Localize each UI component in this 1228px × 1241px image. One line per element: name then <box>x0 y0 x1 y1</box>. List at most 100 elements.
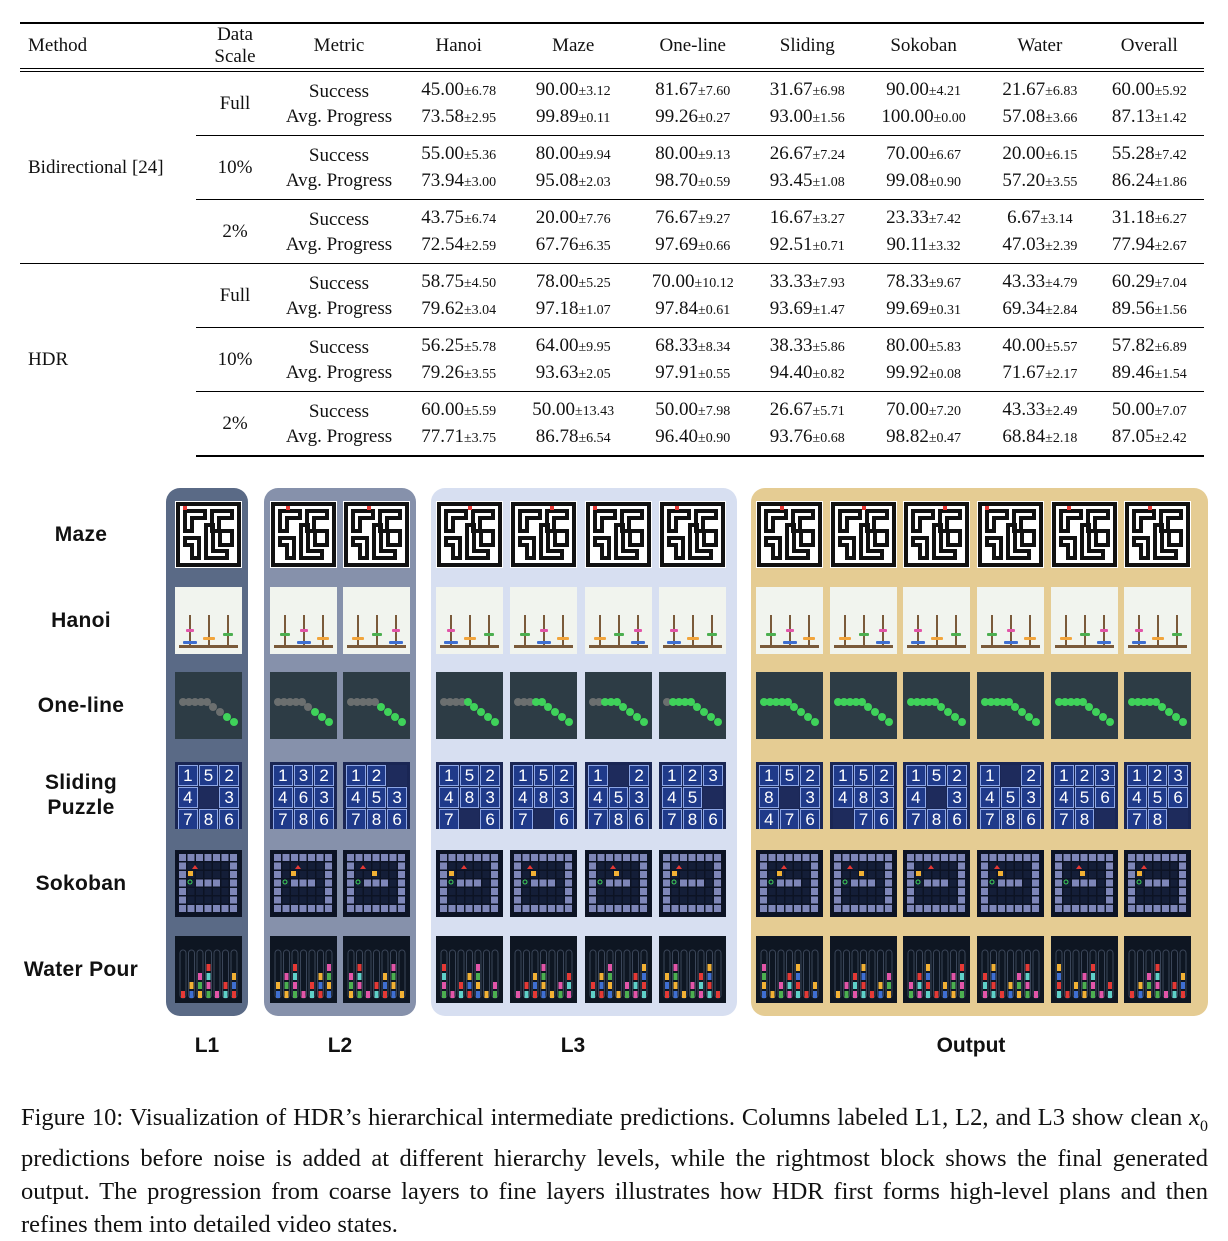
puzzle-tile: 3 <box>703 765 723 786</box>
success-value: 26.67±5.71 <box>753 397 862 424</box>
data-scale: 2% <box>196 200 274 264</box>
progress-value: 100.00±0.00 <box>862 104 985 131</box>
puzzle-tile: 8 <box>199 809 219 829</box>
success-value: 81.67±7.60 <box>633 77 753 104</box>
success-value: 80.00±9.94 <box>513 141 633 168</box>
puzzle-tile: 6 <box>219 809 239 829</box>
puzzle-tile <box>703 787 723 808</box>
puzzle-tile <box>1168 809 1188 829</box>
metric-progress: Avg. Progress <box>274 232 404 257</box>
progress-value: 57.20±3.55 <box>985 168 1094 195</box>
metric-success: Success <box>274 143 404 168</box>
progress-value: 90.11±3.32 <box>862 232 985 259</box>
oneline-frame <box>436 672 503 739</box>
method-name: Bidirectional [24] <box>20 70 196 264</box>
water-frame <box>903 936 970 1003</box>
metric-progress: Avg. Progress <box>274 296 404 321</box>
puzzle-tile: 6 <box>1168 787 1188 808</box>
puzzle-tile <box>927 787 947 808</box>
sokoban-frame <box>830 850 897 917</box>
puzzle-tile: 4 <box>1054 787 1074 808</box>
hanoi-frame <box>270 587 337 654</box>
sokoban-frame <box>510 850 577 917</box>
caption-math-sub: 0 <box>1200 1117 1208 1134</box>
success-value: 60.00±5.92 <box>1095 77 1204 104</box>
sokoban-frame <box>585 850 652 917</box>
puzzle-tile: 3 <box>1021 787 1041 808</box>
puzzle-tile: 7 <box>980 809 1000 829</box>
sokoban-frame <box>270 850 337 917</box>
maze-frame <box>270 501 337 568</box>
row-label-oneline: One-line <box>0 693 162 718</box>
puzzle-tile: 2 <box>947 765 967 786</box>
progress-value: 95.08±2.03 <box>513 168 633 195</box>
header-one-line: One-line <box>633 23 753 70</box>
success-value: 58.75±4.50 <box>404 269 513 296</box>
puzzle-tile: 4 <box>980 787 1000 808</box>
success-value: 20.00±6.15 <box>985 141 1094 168</box>
puzzle-tile: 6 <box>947 809 967 829</box>
success-value: 50.00±7.98 <box>633 397 753 424</box>
puzzle-tile: 5 <box>927 765 947 786</box>
column-label-l2: L2 <box>264 1034 416 1058</box>
row-label-maze: Maze <box>0 522 162 547</box>
puzzle-tile: 6 <box>874 809 894 829</box>
oneline-frame <box>903 672 970 739</box>
caption-suffix: predictions before noise is added at dif… <box>21 1145 1208 1238</box>
puzzle-tile: 8 <box>534 787 554 808</box>
column-label-l1: L1 <box>166 1034 248 1058</box>
success-value: 60.00±5.59 <box>404 397 513 424</box>
water-frame <box>270 936 337 1003</box>
progress-value: 87.05±2.42 <box>1095 424 1204 451</box>
puzzle-tile: 7 <box>1054 809 1074 829</box>
puzzle-tile: 8 <box>1075 809 1095 829</box>
progress-value: 92.51±0.71 <box>753 232 862 259</box>
oneline-frame <box>175 672 242 739</box>
oneline-frame <box>659 672 726 739</box>
sokoban-frame <box>977 850 1044 917</box>
puzzle-tile: 1 <box>588 765 608 786</box>
row-label-sliding: Sliding Puzzle <box>0 770 162 820</box>
maze-frame <box>436 501 503 568</box>
row-label-hanoi: Hanoi <box>0 608 162 633</box>
puzzle-tile: 1 <box>346 765 366 786</box>
puzzle-tile: 1 <box>178 765 198 786</box>
hanoi-frame <box>510 587 577 654</box>
header-method: Method <box>20 23 196 70</box>
progress-value: 73.94±3.00 <box>404 168 513 195</box>
puzzle-tile: 7 <box>439 809 459 829</box>
column-label-l3: L3 <box>431 1034 715 1058</box>
success-value: 70.00±7.20 <box>862 397 985 424</box>
table-header-row: Method Data Scale Metric Hanoi Maze One-… <box>20 23 1204 70</box>
puzzle-tile: 2 <box>1148 765 1168 786</box>
success-value: 33.33±7.93 <box>753 269 862 296</box>
success-value: 76.67±9.27 <box>633 205 753 232</box>
maze-frame <box>903 501 970 568</box>
puzzle-tile: 6 <box>480 809 500 829</box>
success-value: 43.75±6.74 <box>404 205 513 232</box>
